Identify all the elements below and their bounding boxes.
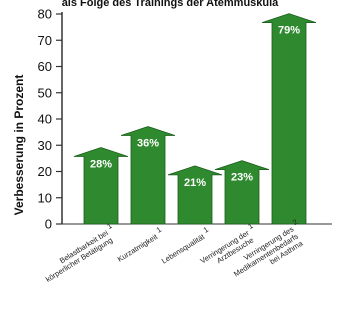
bars: 28% 36% 21% 23% 79%: [73, 13, 317, 225]
category-footnote-mark: 1: [202, 225, 210, 235]
bar-value-label: 28%: [90, 159, 112, 171]
bar-value-label: 36%: [137, 138, 159, 150]
category-footnote-mark: 1: [155, 225, 163, 235]
bar: [261, 13, 317, 225]
y-tick-label: 60: [38, 59, 52, 74]
bar-value-label: 21%: [184, 177, 206, 189]
y-tick-label: 0: [45, 217, 52, 232]
y-tick-label: 70: [38, 33, 52, 48]
y-tick-label: 50: [38, 85, 52, 100]
y-tick-label: 80: [38, 7, 52, 22]
category-label-line: körperlicher Betätigung: [44, 235, 114, 284]
bar: [167, 165, 223, 225]
bar: [73, 147, 129, 225]
y-axis: 0 10 20 30 40 50 60 70 80: [38, 7, 332, 232]
y-tick-label: 20: [38, 164, 52, 179]
category-footnote-mark: 1: [105, 221, 113, 231]
bar-value-label: 79%: [278, 25, 300, 37]
bar: [120, 126, 176, 225]
y-tick-label: 40: [38, 112, 52, 127]
y-tick-label: 10: [38, 190, 52, 205]
bar-value-label: 23%: [231, 172, 253, 184]
category-label-line: Kurzatmigkeit: [116, 232, 160, 264]
bar: [214, 160, 270, 225]
y-tick-label: 30: [38, 138, 52, 153]
category-footnote-mark: 2: [291, 217, 299, 227]
chart-title: als Folge des Trainings der Atemmuskula: [62, 0, 279, 9]
y-axis-label: Verbesserung in Prozent: [12, 75, 26, 216]
category-footnote-mark: 1: [246, 221, 254, 231]
